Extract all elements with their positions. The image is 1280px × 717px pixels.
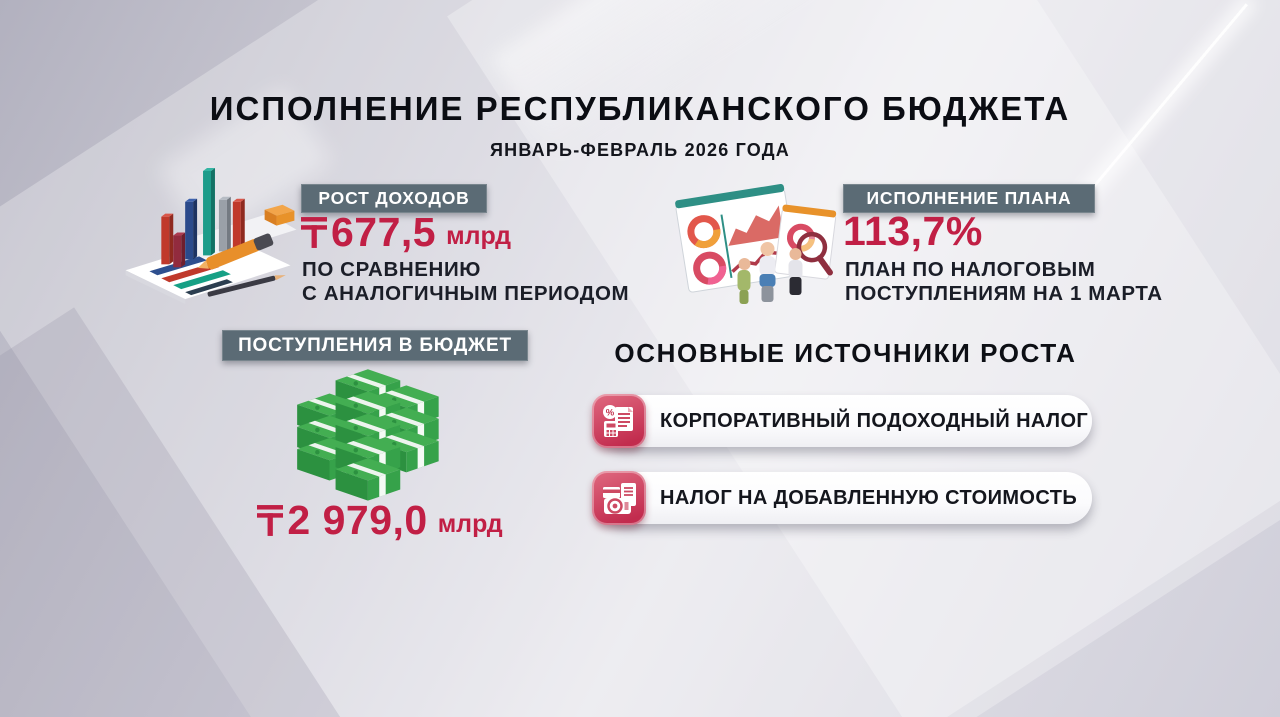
growth-source-item: % КОРПОРАТИВНЫЙ ПОДОХОДНЫЙ НАЛОГ (592, 394, 1092, 448)
growth-source-item: НАЛОГ НА ДОБАВЛЕННУЮ СТОИМОСТЬ (592, 471, 1092, 525)
presentation-charts-icon (675, 183, 837, 304)
tenge-icon (257, 505, 284, 536)
growth-sources-heading: ОСНОВНЫЕ ИСТОЧНИКИ РОСТА (614, 338, 1077, 368)
budget-receipts-number: 2 979,0 (287, 497, 428, 543)
growth-source-label: НАЛОГ НА ДОБАВЛЕННУЮ СТОИМОСТЬ (660, 486, 1078, 509)
budget-receipts-badge: ПОСТУПЛЕНИЯ В БЮДЖЕТ (222, 330, 528, 361)
revenue-growth-description: ПО СРАВНЕНИЮ С АНАЛОГИЧНЫМ ПЕРИОДОМ (302, 258, 630, 305)
plan-execution-number: 113,7% (843, 208, 983, 254)
revenue-growth-value: 677,5 млрд (301, 209, 512, 255)
revenue-growth-unit: млрд (446, 221, 512, 250)
revenue-growth-badge: РОСТ ДОХОДОВ (301, 184, 487, 213)
page-subtitle: ЯНВАРЬ-ФЕВРАЛЬ 2026 ГОДА (490, 140, 790, 160)
budget-receipts-value: 2 979,0 млрд (205, 497, 555, 543)
vat-icon (592, 471, 646, 525)
budget-receipts-unit: млрд (437, 509, 503, 538)
money-stacks-icon (297, 369, 439, 501)
bar-chart-documents-icon (125, 168, 297, 305)
revenue-growth-number: 677,5 (331, 209, 437, 255)
tenge-icon (301, 217, 327, 248)
growth-source-label: КОРПОРАТИВНЫЙ ПОДОХОДНЫЙ НАЛОГ (660, 409, 1089, 432)
svg-text:%: % (606, 408, 615, 419)
plan-execution-description: ПЛАН ПО НАЛОГОВЫМ ПОСТУПЛЕНИЯМ НА 1 МАРТ… (845, 258, 1163, 305)
corporate-tax-icon: % (592, 394, 646, 448)
page-title: ИСПОЛНЕНИЕ РЕСПУБЛИКАНСКОГО БЮДЖЕТА (209, 90, 1071, 127)
plan-execution-badge: ИСПОЛНЕНИЕ ПЛАНА (843, 184, 1095, 213)
plan-execution-value: 113,7% (843, 208, 983, 254)
